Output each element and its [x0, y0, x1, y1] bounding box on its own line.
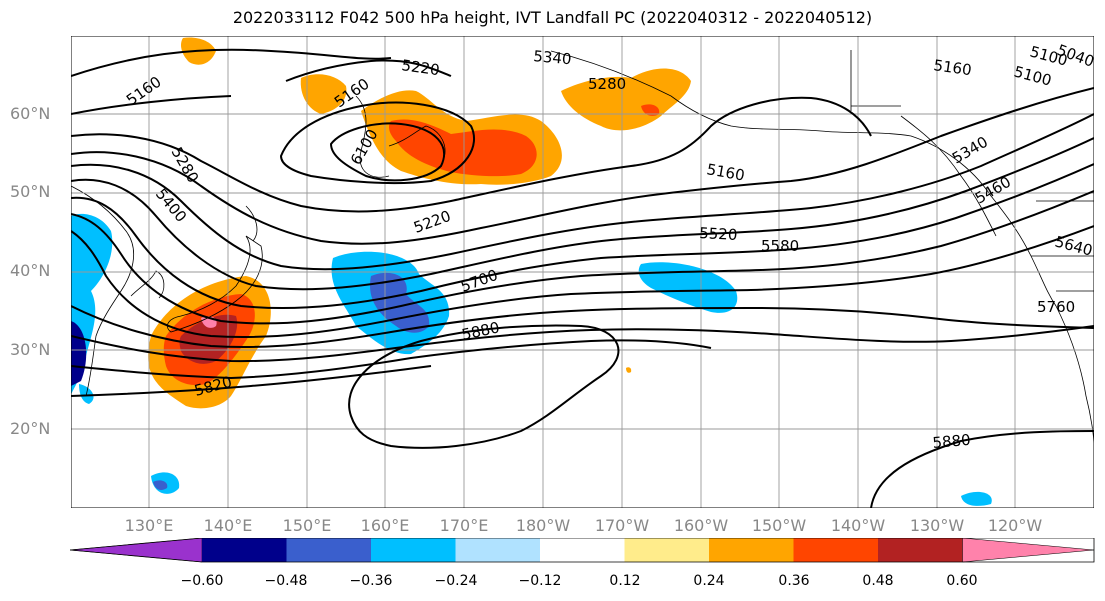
- colorbar-tick: 0.12: [609, 573, 641, 589]
- colorbar-tick: −0.48: [264, 573, 308, 589]
- lon-label-150e: 150°E: [282, 516, 332, 535]
- lon-label-180w: 180°W: [515, 516, 571, 535]
- contour-label: 5880: [932, 431, 972, 452]
- lon-label-130e: 130°E: [124, 516, 174, 535]
- colorbar-segment: [371, 538, 456, 562]
- lon-label-120w: 120°W: [987, 516, 1043, 535]
- lon-label-140e: 140°E: [203, 516, 253, 535]
- colorbar-segment: [540, 538, 625, 562]
- colorbar-tick: −0.12: [518, 573, 562, 589]
- lon-label-140w: 140°W: [830, 516, 886, 535]
- lon-label-150w: 150°W: [751, 516, 807, 535]
- lat-label-60n: 60°N: [10, 104, 51, 123]
- colorbar-segment: [455, 538, 540, 562]
- lat-label-40n: 40°N: [10, 261, 51, 280]
- colorbar-segment: [709, 538, 794, 562]
- contour-label: 5280: [588, 75, 626, 93]
- contour-labels: 5160 5220 5340 5280 5160 5100 5160 5100 …: [123, 41, 1094, 452]
- colorbar-tick: −0.36: [349, 573, 393, 589]
- colorbar-segment: [793, 538, 878, 562]
- colorbar-segment: [878, 538, 963, 562]
- contour-label: 5340: [533, 47, 573, 68]
- colorbar-tick: 0.24: [693, 573, 725, 589]
- colorbar-segment: [202, 538, 287, 562]
- colorbar-segment: [286, 538, 371, 562]
- lat-label-50n: 50°N: [10, 182, 51, 201]
- lon-label-160e: 160°E: [360, 516, 410, 535]
- lat-label-30n: 30°N: [10, 340, 51, 359]
- gridlines: [71, 36, 1094, 508]
- contour-label: 5520: [699, 224, 738, 244]
- colorbar-segment: [624, 538, 709, 562]
- colorbar-tick: −0.60: [180, 573, 224, 589]
- colorbar-tick: −0.24: [434, 573, 478, 589]
- colorbar: [70, 538, 1095, 563]
- contour-label: 5220: [400, 56, 440, 79]
- lon-label-130w: 130°W: [909, 516, 965, 535]
- colorbar-extend-right: [962, 538, 1095, 563]
- lon-label-160w: 160°W: [673, 516, 729, 535]
- contour-label: 5160: [932, 56, 972, 79]
- colorbar-tick: 0.36: [778, 573, 810, 589]
- figure-title: 2022033112 F042 500 hPa height, IVT Land…: [232, 8, 873, 27]
- colorbar-tick: 0.60: [946, 573, 978, 589]
- lon-label-170e: 170°E: [439, 516, 489, 535]
- lat-label-20n: 20°N: [10, 419, 51, 438]
- contour-label: 5580: [761, 237, 799, 255]
- lon-label-170w: 170°W: [594, 516, 650, 535]
- colorbar-tick: 0.48: [862, 573, 894, 589]
- contour-label: 5760: [1037, 298, 1075, 316]
- colorbar-extend-left: [70, 538, 203, 563]
- map-panel: 5160 5220 5340 5280 5160 5100 5160 5100 …: [71, 36, 1094, 508]
- height-contours: [71, 48, 1094, 508]
